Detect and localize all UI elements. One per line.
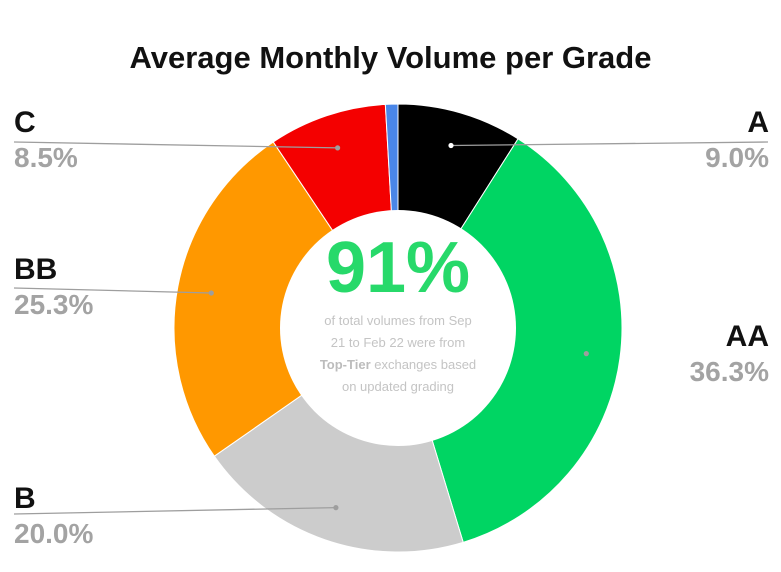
label-BB-value: 25.3% — [14, 289, 94, 320]
center-description: of total volumes from Sep 21 to Feb 22 w… — [318, 310, 478, 398]
leader-dot-aa — [583, 351, 589, 357]
leader-dot-a — [448, 142, 454, 149]
center-text-bold: Top-Tier — [319, 357, 371, 372]
leader-dot-b — [333, 505, 339, 511]
label-AA-name: AA — [725, 320, 769, 353]
center-text-after: exchanges based on updated grading — [341, 357, 477, 394]
leader-line-c — [13, 141, 338, 149]
leader-line-b — [13, 506, 336, 515]
leader-dot-c — [335, 145, 341, 151]
label-AA: AA 36.3% — [690, 322, 769, 386]
label-AA-value: 36.3% — [689, 356, 769, 387]
label-B-name: B — [14, 482, 36, 515]
donut-center-annotation: 91% of total volumes from Sep 21 to Feb … — [288, 232, 508, 398]
label-A: A 9.0% — [705, 108, 769, 172]
label-A-value: 9.0% — [705, 142, 769, 173]
donut-hole — [280, 210, 516, 446]
label-C-name: C — [14, 106, 36, 139]
center-headline: 91% — [325, 228, 471, 308]
label-B: B 20.0% — [14, 484, 93, 548]
label-A-name: A — [747, 106, 769, 139]
leader-line-a — [450, 141, 769, 147]
label-BB: BB 25.3% — [14, 255, 93, 319]
chart-title: Average Monthly Volume per Grade — [129, 40, 652, 75]
label-B-value: 20.0% — [14, 518, 94, 549]
leader-dot-bb — [208, 290, 214, 296]
label-C: C 8.5% — [14, 108, 78, 172]
leader-line-bb — [13, 287, 212, 294]
label-BB-name: BB — [14, 253, 58, 286]
leader-lines — [13, 141, 769, 515]
label-C-value: 8.5% — [14, 142, 78, 173]
center-text-before: of total volumes from Sep 21 to Feb 22 w… — [324, 313, 472, 350]
